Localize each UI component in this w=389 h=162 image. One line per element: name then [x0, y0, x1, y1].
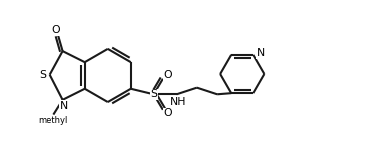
Text: S: S: [39, 70, 46, 80]
Text: N: N: [60, 101, 68, 111]
Text: O: O: [164, 109, 172, 118]
Text: O: O: [52, 25, 60, 35]
Text: N: N: [257, 48, 265, 58]
Text: O: O: [164, 70, 172, 80]
Text: NH: NH: [170, 97, 186, 107]
Text: S: S: [150, 89, 157, 99]
Text: methyl: methyl: [38, 116, 67, 125]
